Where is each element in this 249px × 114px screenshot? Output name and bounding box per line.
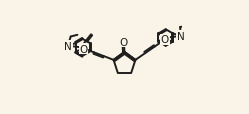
Text: N: N — [177, 32, 184, 42]
Text: N: N — [64, 41, 72, 51]
Text: O: O — [119, 37, 127, 47]
Text: O: O — [161, 35, 169, 45]
Text: O: O — [79, 44, 88, 54]
